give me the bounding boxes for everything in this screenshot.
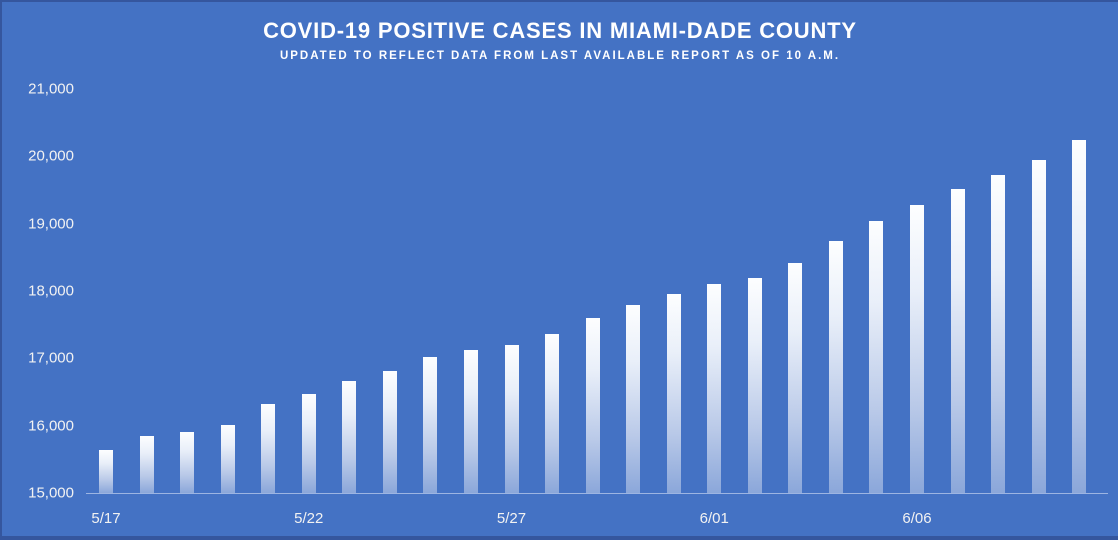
- x-axis-label: 5/17: [91, 510, 121, 527]
- x-axis-label: 6/01: [699, 510, 729, 527]
- bar: [788, 262, 803, 493]
- y-axis-label: 16,000: [28, 417, 74, 435]
- bar: [545, 334, 560, 493]
- chart-subtitle: UPDATED TO REFLECT DATA FROM LAST AVAILA…: [279, 50, 841, 62]
- bar: [99, 449, 113, 493]
- bar: [626, 305, 641, 493]
- y-axis-label: 15,000: [28, 484, 74, 502]
- bar: [382, 371, 397, 493]
- bar: [666, 293, 681, 493]
- bar: [139, 435, 154, 493]
- bar: [463, 349, 478, 493]
- bar: [1031, 159, 1046, 493]
- bar: [828, 241, 843, 493]
- y-axis-label: 21,000: [28, 80, 74, 98]
- bar: [747, 277, 762, 493]
- x-axis-label: 5/27: [496, 510, 527, 527]
- bar: [261, 404, 276, 493]
- bar: [220, 424, 235, 493]
- x-axis-label: 6/06: [902, 510, 932, 527]
- x-axis-label: 5/22: [294, 510, 324, 527]
- bar: [504, 344, 519, 493]
- bar: [1072, 139, 1087, 493]
- x-axis-line: [86, 493, 1108, 494]
- bar: [585, 317, 600, 493]
- y-axis-label: 19,000: [28, 215, 74, 233]
- bar: [342, 381, 357, 493]
- y-axis-label: 20,000: [28, 147, 74, 165]
- bar: [301, 394, 316, 493]
- chart-title: COVID-19 POSITIVE CASES IN MIAMI-DADE CO…: [263, 18, 857, 43]
- bar: [991, 174, 1006, 493]
- bar: [180, 432, 195, 493]
- y-axis-label: 17,000: [28, 349, 74, 367]
- y-axis-label: 18,000: [28, 282, 74, 300]
- bar: [950, 188, 965, 493]
- bar: [707, 284, 722, 493]
- bar: [423, 356, 438, 493]
- bar: [869, 220, 884, 493]
- bar: [910, 205, 924, 493]
